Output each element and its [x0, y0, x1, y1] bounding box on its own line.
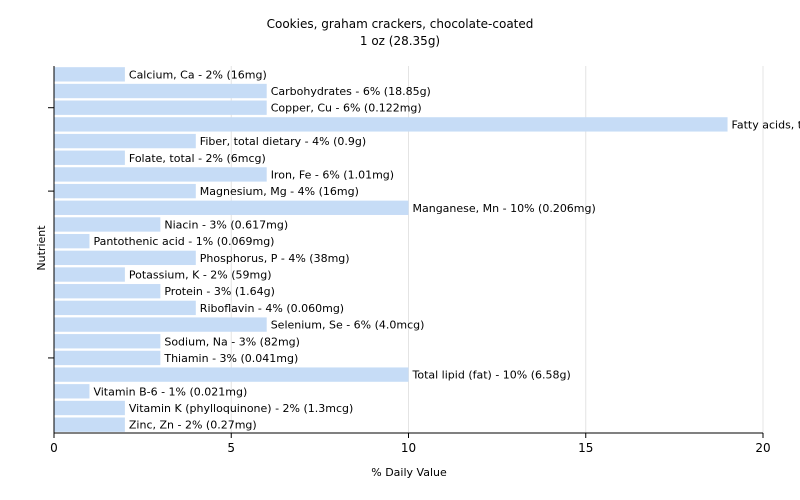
bar — [54, 167, 267, 182]
x-tick-label: 20 — [755, 441, 770, 455]
bar — [54, 384, 90, 399]
bar — [54, 217, 161, 232]
bar — [54, 267, 125, 282]
bar-label: Iron, Fe - 6% (1.01mg) — [271, 168, 394, 181]
bar — [54, 367, 409, 382]
bar-label: Carbohydrates - 6% (18.85g) — [271, 85, 431, 98]
bar-label: Vitamin K (phylloquinone) - 2% (1.3mcg) — [129, 402, 353, 415]
bar-label: Thiamin - 3% (0.041mg) — [163, 352, 298, 365]
x-tick-label: 15 — [578, 441, 593, 455]
bar — [54, 233, 90, 249]
bar — [54, 83, 267, 99]
bar — [54, 100, 267, 115]
bar-label: Zinc, Zn - 2% (0.27mg) — [129, 419, 257, 432]
x-tick-label: 5 — [227, 441, 235, 455]
bar-label: Copper, Cu - 6% (0.122mg) — [271, 102, 422, 115]
bar — [54, 350, 161, 366]
axes — [48, 66, 764, 438]
bar-label: Total lipid (fat) - 10% (6.58g) — [412, 369, 571, 382]
bar-label: Phosphorus, P - 4% (38mg) — [200, 252, 350, 265]
bar-label: Sodium, Na - 3% (82mg) — [164, 335, 300, 348]
bars — [54, 67, 728, 432]
x-tick-labels: 0 5 10 15 20 — [50, 441, 770, 455]
bar — [54, 284, 161, 299]
bar — [54, 150, 125, 165]
bar — [54, 200, 409, 215]
bar — [54, 400, 125, 416]
chart-title: Cookies, graham crackers, chocolate-coat… — [267, 17, 534, 31]
bar-labels: Calcium, Ca - 2% (16mg) Carbohydrates - 6… — [93, 68, 800, 431]
x-tick-label: 0 — [50, 441, 58, 455]
bar — [54, 133, 196, 149]
bar-label: Vitamin B-6 - 1% (0.021mg) — [93, 385, 247, 398]
bar — [54, 417, 125, 432]
bar — [54, 317, 267, 332]
bar — [54, 250, 196, 266]
bar-label: Niacin - 3% (0.617mg) — [164, 218, 288, 231]
bar-label: Pantothenic acid - 1% (0.069mg) — [93, 235, 274, 248]
x-tick-label: 10 — [401, 441, 416, 455]
bar-label: Riboflavin - 4% (0.060mg) — [200, 302, 344, 315]
bar-label: Calcium, Ca - 2% (16mg) — [129, 68, 267, 81]
y-axis-title: Nutrient — [35, 225, 48, 271]
bar-label: Potassium, K - 2% (59mg) — [129, 269, 272, 282]
bar — [54, 67, 125, 82]
bar-label: Magnesium, Mg - 4% (16mg) — [200, 185, 359, 198]
bar-label: Fatty acids, total saturated - 19% (3.79… — [732, 118, 800, 131]
bar-label: Protein - 3% (1.64g) — [164, 285, 275, 298]
bar — [54, 117, 728, 132]
bar — [54, 183, 196, 199]
bar-label: Selenium, Se - 6% (4.0mcg) — [271, 319, 425, 332]
bar — [54, 300, 196, 316]
x-axis-title: % Daily Value — [371, 466, 447, 479]
bar — [54, 334, 161, 349]
bar-label: Manganese, Mn - 10% (0.206mg) — [413, 202, 596, 215]
bar-label: Folate, total - 2% (6mcg) — [129, 152, 266, 165]
bar-label: Fiber, total dietary - 4% (0.9g) — [200, 135, 366, 148]
chart-subtitle: 1 oz (28.35g) — [360, 34, 440, 48]
